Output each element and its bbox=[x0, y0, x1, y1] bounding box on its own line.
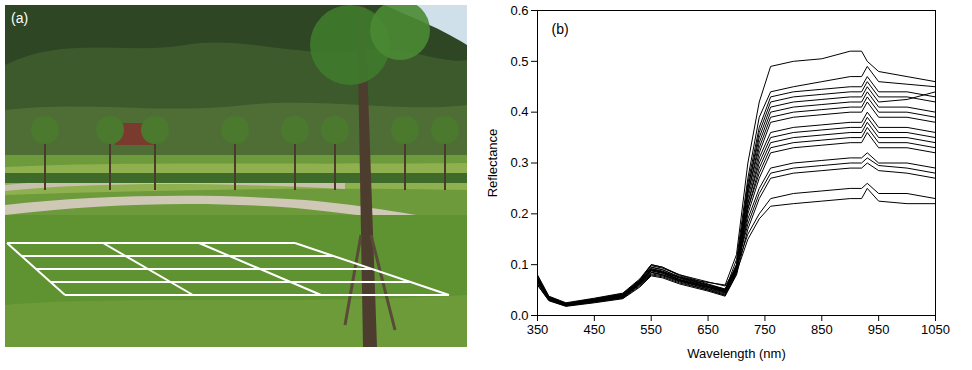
svg-text:(b): (b) bbox=[552, 21, 569, 37]
svg-text:0.0: 0.0 bbox=[510, 308, 528, 323]
svg-text:650: 650 bbox=[697, 322, 719, 337]
svg-text:0.4: 0.4 bbox=[510, 104, 528, 119]
svg-text:0.3: 0.3 bbox=[510, 155, 528, 170]
svg-text:750: 750 bbox=[754, 322, 776, 337]
svg-text:(a): (a) bbox=[11, 10, 28, 26]
svg-text:1050: 1050 bbox=[921, 322, 950, 337]
svg-text:0.2: 0.2 bbox=[510, 206, 528, 221]
svg-text:550: 550 bbox=[640, 322, 662, 337]
svg-text:0.5: 0.5 bbox=[510, 53, 528, 68]
svg-text:450: 450 bbox=[584, 322, 606, 337]
svg-text:0.6: 0.6 bbox=[510, 3, 528, 18]
svg-text:Reflectance: Reflectance bbox=[485, 129, 500, 198]
svg-text:Wavelength (nm): Wavelength (nm) bbox=[687, 346, 786, 361]
svg-text:850: 850 bbox=[811, 322, 833, 337]
svg-text:0.1: 0.1 bbox=[510, 257, 528, 272]
svg-text:350: 350 bbox=[527, 322, 549, 337]
svg-text:950: 950 bbox=[868, 322, 890, 337]
